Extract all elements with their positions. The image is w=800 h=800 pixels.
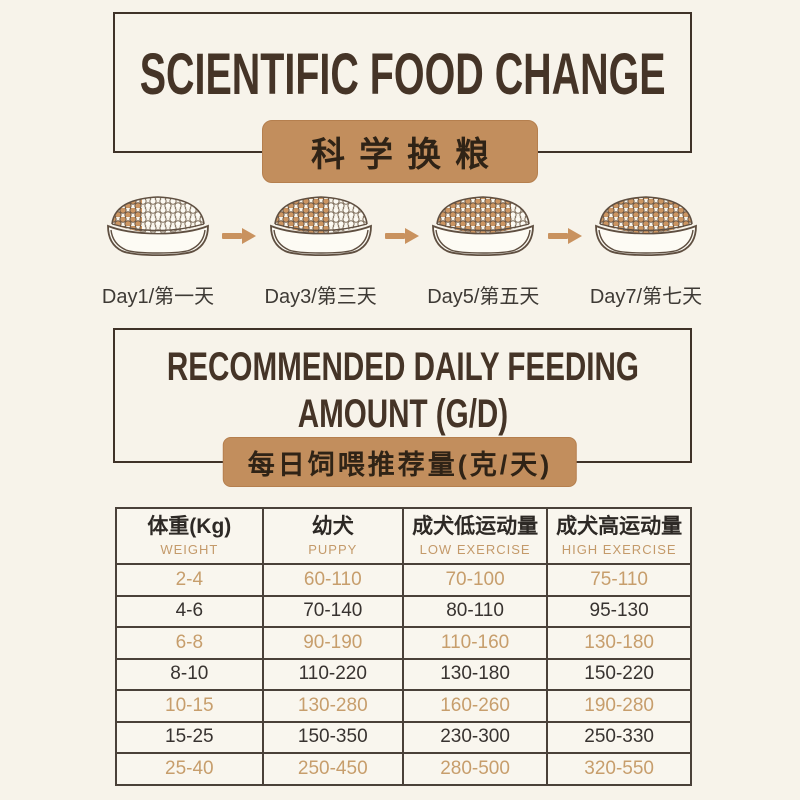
table-row: 2-4 60-110 70-100 75-110 [115,563,692,597]
header-puppy: 幼犬 PUPPY [261,507,404,565]
dog-bowl-icon [595,196,697,256]
bowl-day3: Day3/第三天 [258,190,384,309]
bowl-day5-label: Day5/第五天 [427,286,540,308]
cell-puppy: 130-280 [261,689,404,723]
cell-puppy: 70-140 [261,594,404,628]
table-row: 6-8 90-190 110-160 130-180 [115,626,692,660]
bowl-day1-label: Day1/第一天 [101,286,215,308]
dog-bowl-icon [107,196,209,256]
feeding-amount-badge: 每日饲喂推荐量(克/天) [222,437,578,487]
cell-weight: 25-40 [115,752,264,786]
cell-high: 190-280 [546,689,692,723]
cell-weight: 6-8 [115,626,264,660]
cell-low: 160-260 [401,689,549,723]
food-change-badge: 科学换粮 [262,120,538,183]
bowl-day1: Day1/第一天 [95,190,221,309]
bowl-transition-row: Day1/第一天 Day3/第三天 Day5/第五天 [95,190,709,309]
cell-weight: 15-25 [115,720,264,754]
bowl-day7: Day7/第七天 [583,190,709,309]
cell-weight: 10-15 [115,689,264,723]
header-high-exercise: 成犬高运动量 HIGH EXERCISE [546,507,692,565]
cell-weight: 2-4 [115,563,264,597]
cell-puppy: 110-220 [261,657,404,691]
cell-low: 130-180 [401,657,549,691]
bowl-day5: Day5/第五天 [420,190,546,309]
cell-puppy: 90-190 [261,626,404,660]
table-row: 8-10 110-220 130-180 150-220 [115,657,692,691]
table-row: 4-6 70-140 80-110 95-130 [115,594,692,628]
feeding-amount-title-line2: AMOUNT (G/D) [297,392,508,437]
feeding-table: 体重(Kg) WEIGHT 幼犬 PUPPY 成犬低运动量 LOW EXERCI… [115,507,692,786]
cell-high: 75-110 [546,563,692,597]
arrow-right-icon [384,228,419,244]
cell-high: 150-220 [546,657,692,691]
arrow-right-icon [222,228,257,244]
cell-high: 320-550 [546,752,692,786]
arrow-right-icon [547,228,582,244]
cell-low: 230-300 [401,720,549,754]
header-weight: 体重(Kg) WEIGHT [115,507,264,565]
food-change-badge-label: 科学换粮 [311,136,503,174]
cell-low: 280-500 [401,752,549,786]
header-low-exercise: 成犬低运动量 LOW EXERCISE [401,507,549,565]
feeding-amount-title: RECOMMENDED DAILY FEEDING AMOUNT (G/D) [166,344,638,438]
cell-puppy: 250-450 [261,752,404,786]
dog-bowl-icon [269,196,372,256]
bowl-day3-label: Day3/第三天 [264,286,377,308]
cell-weight: 4-6 [115,594,264,628]
cell-high: 95-130 [546,594,692,628]
feeding-amount-panel: RECOMMENDED DAILY FEEDING AMOUNT (G/D) [113,328,692,463]
cell-high: 250-330 [546,720,692,754]
feeding-amount-badge-label: 每日饲喂推荐量(克/天) [247,449,553,480]
food-change-title: SCIENTIFIC FOOD CHANGE [139,42,666,107]
cell-puppy: 60-110 [261,563,404,597]
cell-low: 70-100 [401,563,549,597]
table-row: 15-25 150-350 230-300 250-330 [115,720,692,754]
cell-puppy: 150-350 [261,720,404,754]
cell-low: 110-160 [401,626,549,660]
table-row: 25-40 250-450 280-500 320-550 [115,752,692,786]
dog-bowl-icon [432,196,535,256]
feeding-amount-title-line1: RECOMMENDED DAILY FEEDING [166,345,639,389]
table-header-row: 体重(Kg) WEIGHT 幼犬 PUPPY 成犬低运动量 LOW EXERCI… [115,507,692,565]
bowl-day7-label: Day7/第七天 [589,286,703,308]
cell-high: 130-180 [546,626,692,660]
cell-low: 80-110 [401,594,549,628]
table-row: 10-15 130-280 160-260 190-280 [115,689,692,723]
cell-weight: 8-10 [115,657,264,691]
